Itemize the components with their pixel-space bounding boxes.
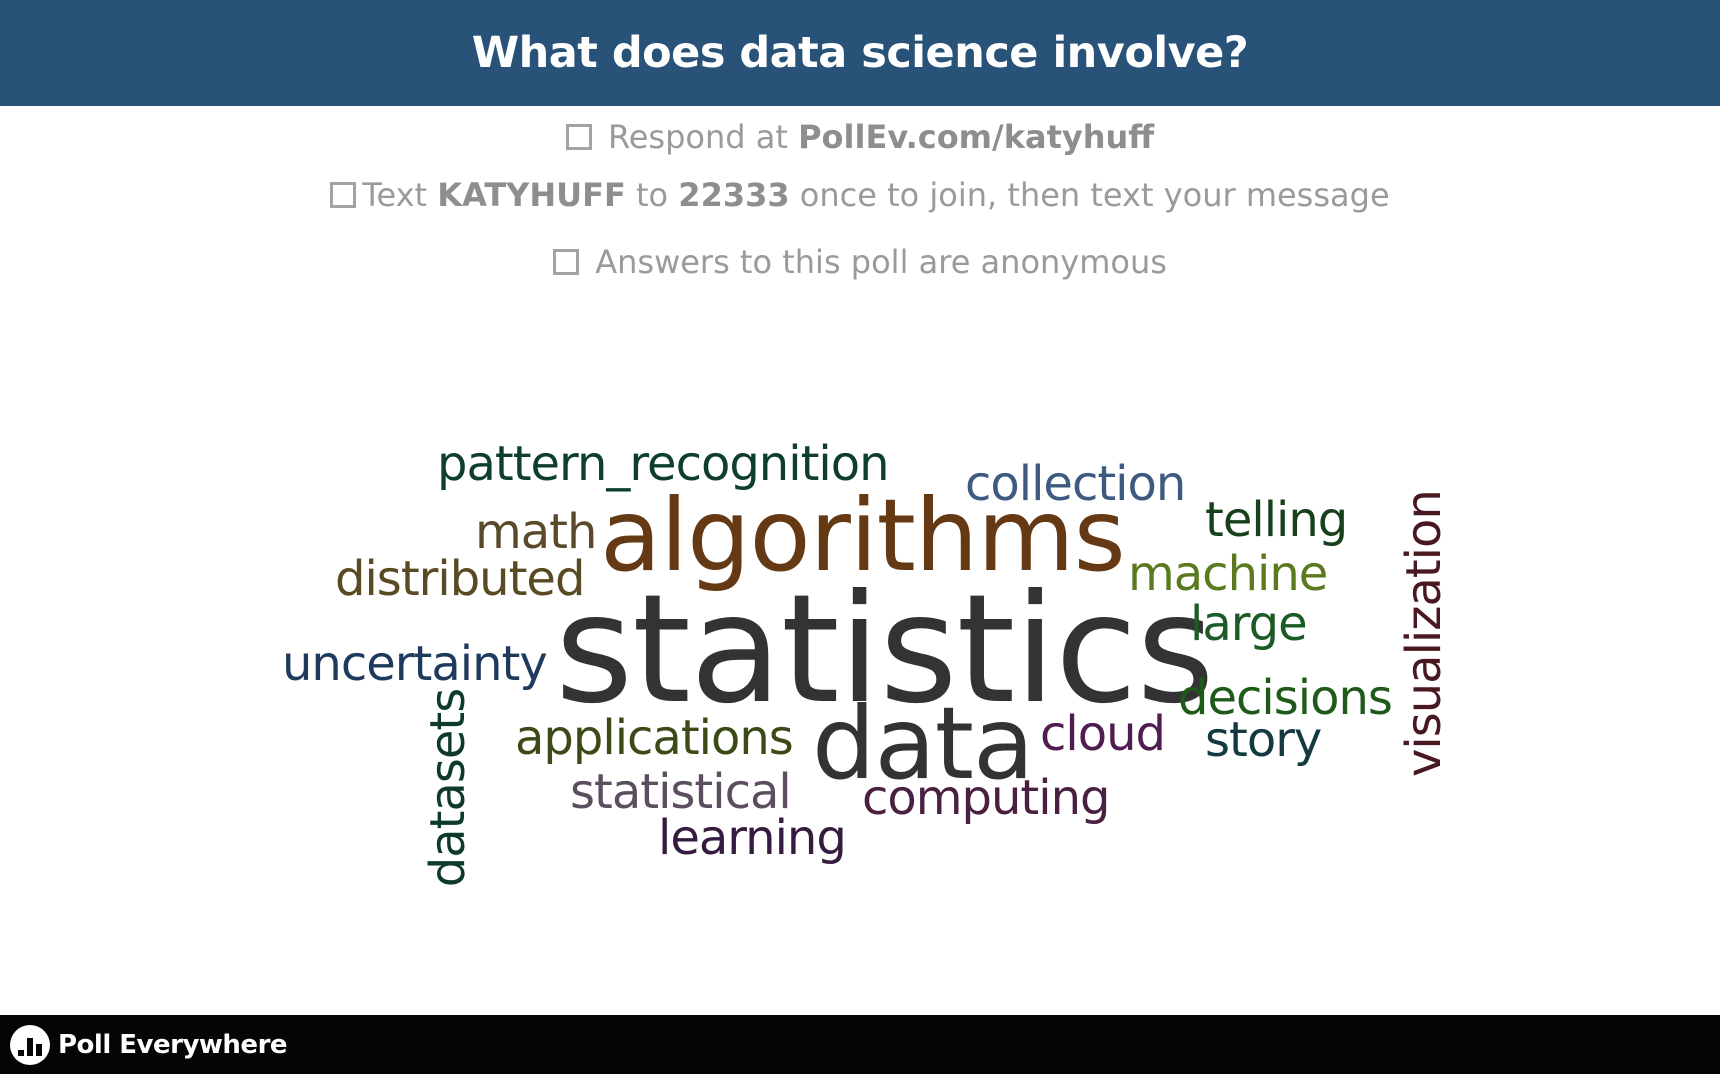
word-statistical: statistical	[570, 764, 792, 820]
word-algorithms: algorithms	[600, 477, 1126, 594]
word-learning: learning	[658, 810, 847, 866]
word-cloud: cloud	[1040, 706, 1166, 762]
word-collection: collection	[965, 456, 1186, 512]
word-datasets: datasets	[420, 688, 477, 888]
word-cloud: statistics algorithms data pattern_recog…	[282, 436, 1452, 888]
text-prefix: Text	[362, 176, 438, 214]
anonymous-notice: Answers to this poll are anonymous	[0, 243, 1720, 281]
word-distributed: distributed	[335, 551, 585, 607]
checkbox-icon	[330, 182, 357, 208]
poll-title: What does data science involve?	[471, 28, 1249, 78]
brand-name: Poll Everywhere	[58, 1029, 288, 1060]
respond-prefix: Respond at	[607, 118, 799, 156]
word-machine: machine	[1128, 546, 1328, 602]
word-story: story	[1205, 712, 1322, 768]
word-visualization: visualization	[1396, 490, 1452, 777]
text-middle: to	[625, 176, 679, 214]
word-computing: computing	[862, 770, 1110, 826]
word-decisions: decisions	[1178, 670, 1393, 726]
text-suffix: once to join, then text your message	[789, 176, 1390, 214]
respond-instruction: Respond at PollEv.com/katyhuff	[0, 118, 1720, 156]
text-keyword: KATYHUFF	[437, 176, 626, 214]
word-large: large	[1190, 596, 1308, 652]
footer-bar: Poll Everywhere	[0, 1015, 1720, 1074]
checkbox-icon	[565, 124, 592, 150]
word-uncertainty: uncertainty	[282, 636, 548, 692]
word-statistics: statistics	[555, 563, 1215, 737]
word-data: data	[812, 685, 1034, 802]
word-pattern-recognition: pattern_recognition	[437, 436, 890, 492]
anonymous-text: Answers to this poll are anonymous	[595, 243, 1167, 281]
word-applications: applications	[515, 710, 794, 766]
word-math: math	[475, 504, 597, 560]
checkbox-icon	[553, 249, 580, 275]
poll-everywhere-logo-icon	[10, 1024, 50, 1065]
text-instruction: Text KATYHUFF to 22333 once to join, the…	[0, 176, 1720, 214]
word-telling: telling	[1205, 492, 1348, 548]
poll-url: PollEv.com/katyhuff	[798, 118, 1155, 156]
header-bar: What does data science involve?	[0, 0, 1720, 106]
text-number: 22333	[678, 176, 790, 214]
